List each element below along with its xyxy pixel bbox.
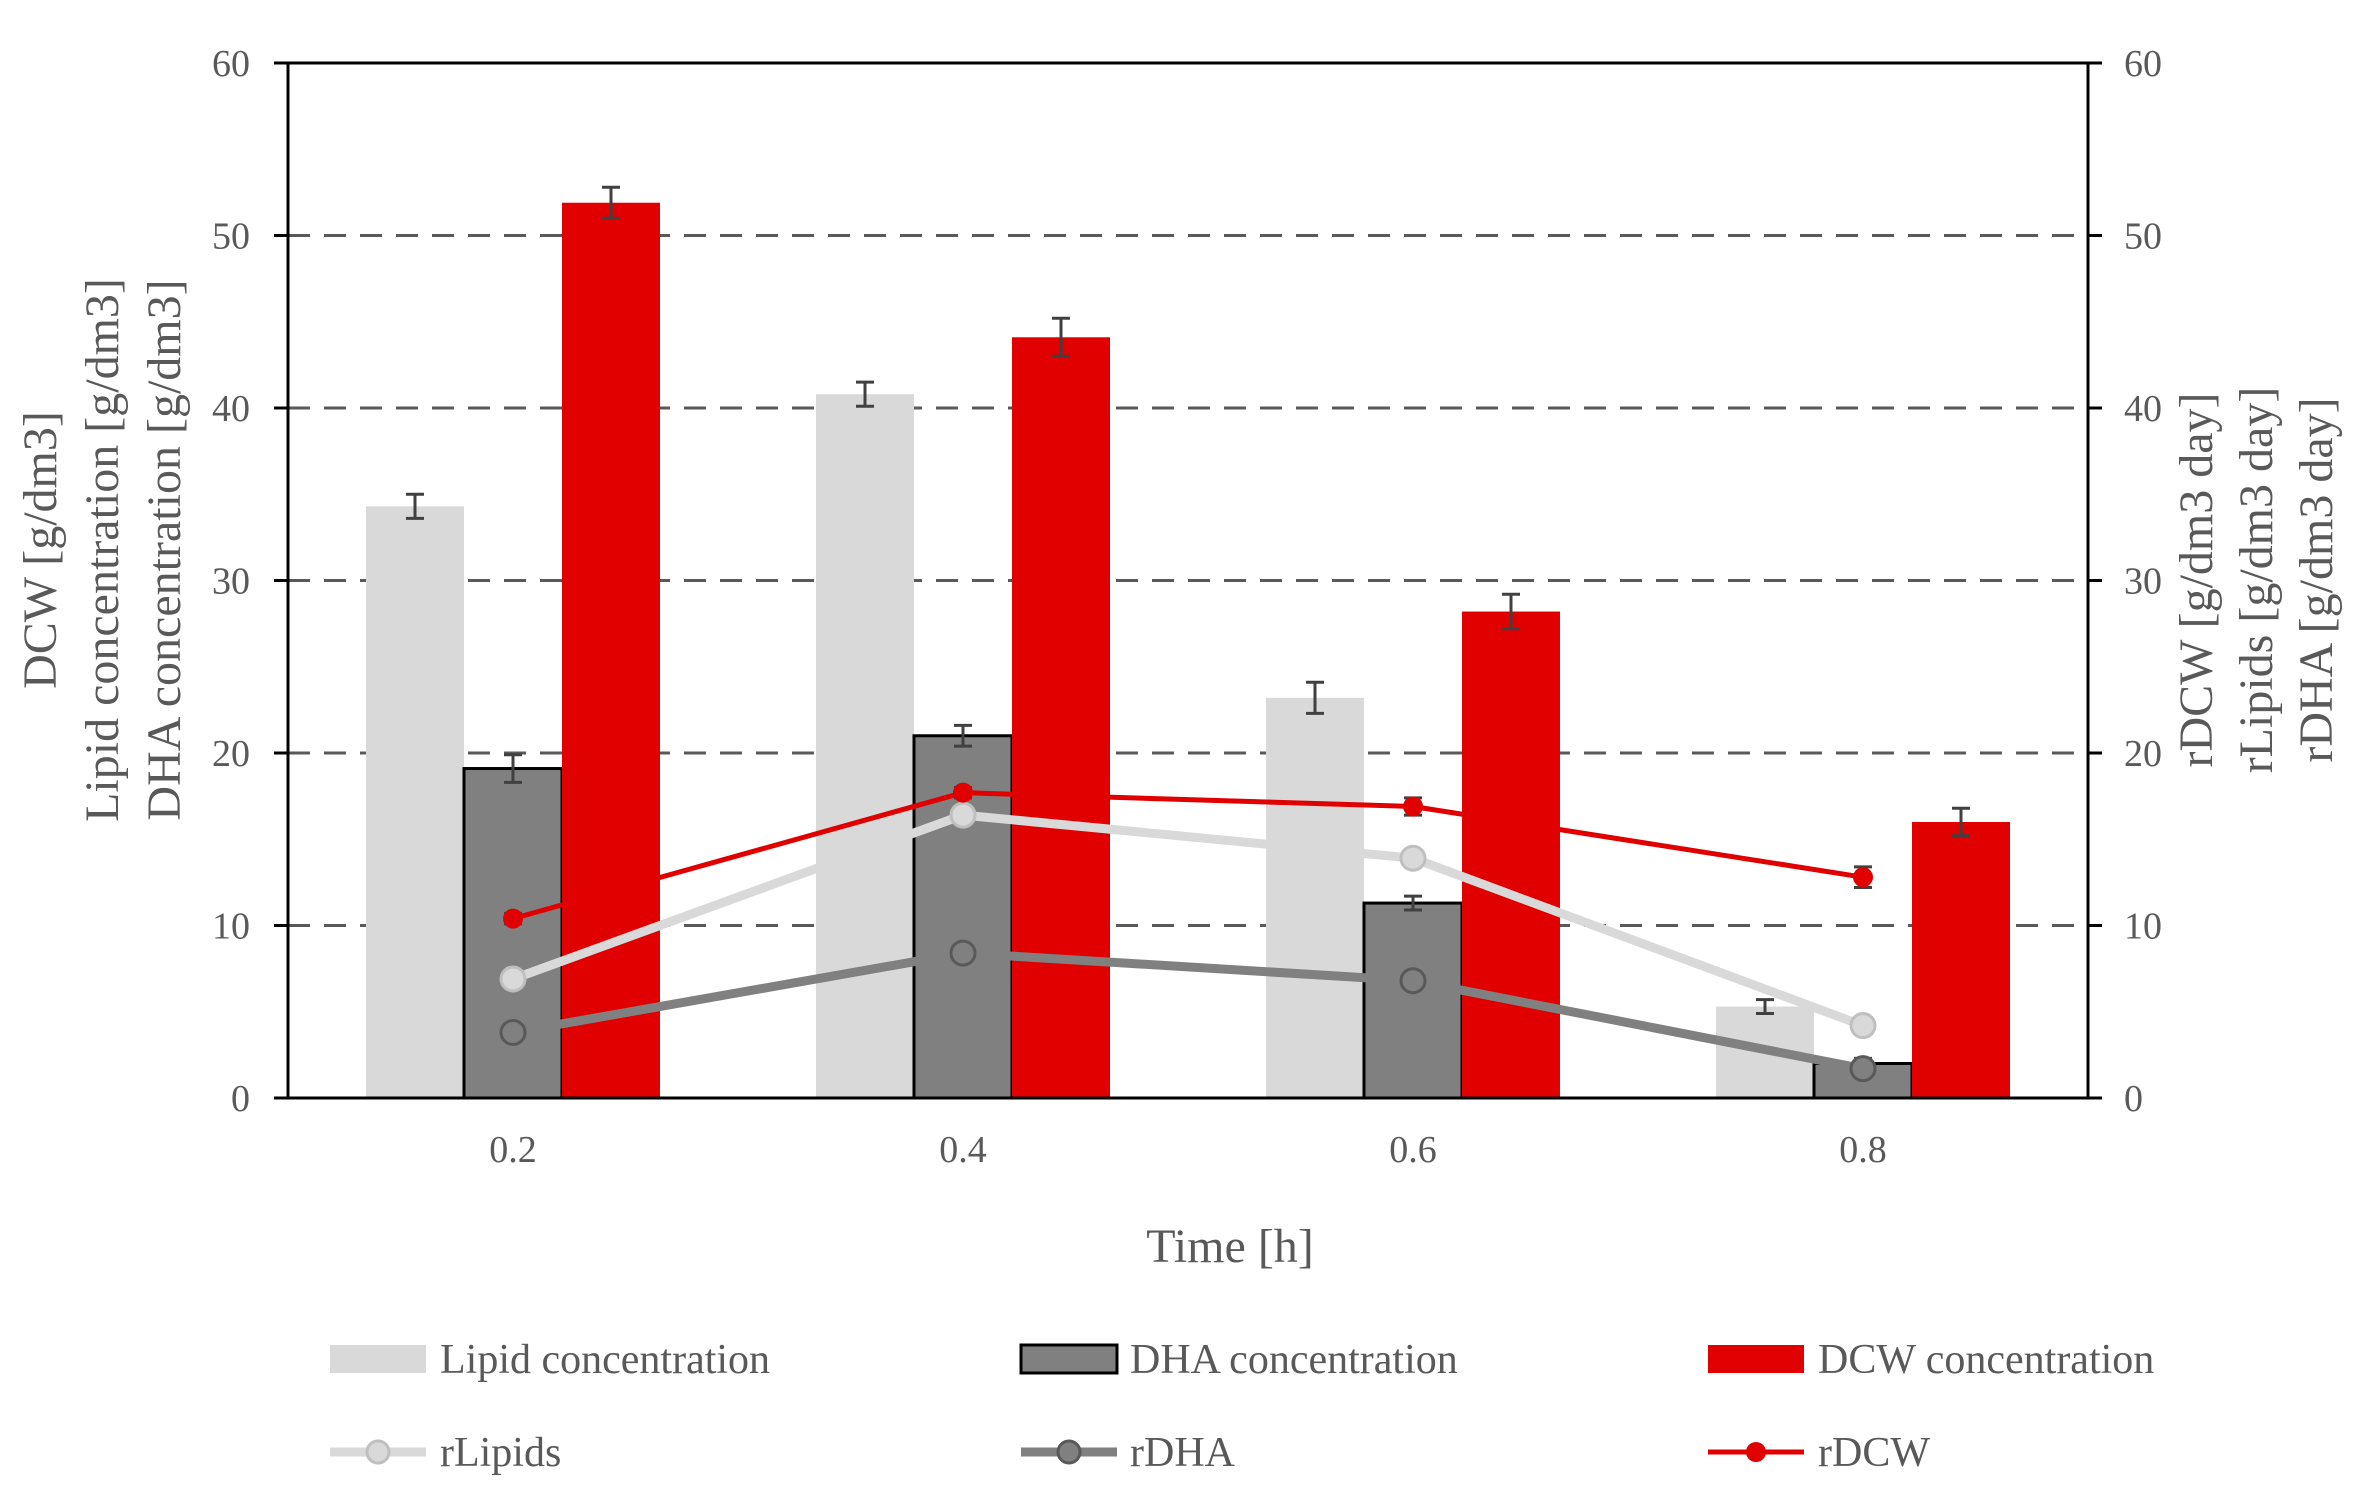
y-tick-label-right: 60 [2124,43,2162,85]
bar-dha-0.6 [1362,901,1464,1100]
error-bar-dcw-0.4 [1052,316,1070,358]
error-bar-dha-0.2 [504,753,522,784]
x-tick-label: 0.4 [939,1129,987,1171]
y-tick-label-left: 10 [212,906,250,948]
point-rdha-0.8 [1849,1055,1877,1083]
point-rdha-0.4 [949,939,977,967]
bar-lipid-0.2 [366,506,464,1098]
bar-dcw-0.8 [1912,822,2010,1098]
y-tick-label-right: 40 [2124,388,2162,430]
bar-dcw-0.6 [1462,611,1560,1098]
bar-lipid-0.6 [1266,697,1364,1098]
point-rdha-0.6 [1399,967,1427,995]
series-line-rlipids [511,810,1865,1030]
line-layer [499,782,1877,1083]
point-rdcw-0.6 [1403,796,1423,817]
x-axis-title: Time [h] [1146,1220,1314,1273]
y-tick-label-right: 50 [2124,216,2162,258]
bar-dcw-0.4 [1012,337,1110,1098]
right-axis-title-line-2: rLipids [g/dm3 day] [2230,387,2283,774]
point-rdcw-0.8 [1853,867,1873,888]
legend-swatch-dcw [1708,1345,1804,1373]
legend-label-rlipids: rLipids [440,1430,561,1476]
y-tick-label-left: 40 [212,388,250,430]
left-axis-title-line-2: Lipid concentration [g/dm3] [76,278,129,822]
error-bar-lipid-0.8 [1756,998,1774,1015]
legend-label-lipid: Lipid concentration [440,1337,770,1383]
right-axis-title-line-1: rDCW [g/dm3 day] [2170,392,2223,767]
point-rlipids-0.8 [1849,1012,1877,1040]
legend-marker-rdcw [1746,1442,1766,1462]
error-bar-lipid-0.6 [1306,680,1324,715]
error-bar-lipid-0.4 [856,380,874,408]
point-rlipids-0.2 [499,965,527,993]
left-axis-title-line-3: DHA concentration [g/dm3] [138,279,191,820]
tick-labels: 0 10 20 30 40 50 60 0 10 20 30 40 50 60 0.2 0.4 0.6 0.8 [212,43,2162,1171]
legend-label-dha: DHA concentration [1130,1337,1458,1383]
legend-marker-rlipids [365,1439,391,1465]
y-tick-label-right: 20 [2124,733,2162,775]
point-rlipids-0.6 [1399,844,1427,872]
point-rdcw-0.2 [503,908,523,929]
left-axis-title-line-1: DCW [g/dm3] [14,411,67,689]
y-tick-label-right: 30 [2124,561,2162,603]
point-rlipids-0.4 [949,801,977,829]
bar-lipid-0.4 [816,394,914,1098]
point-rdha-0.2 [499,1018,527,1046]
legend-swatch-lipid [330,1345,426,1373]
y-tick-label-right: 10 [2124,906,2162,948]
error-bar-dcw-0.2 [602,185,620,220]
y-tick-label-left: 20 [212,733,250,775]
legend-label-rdcw: rDCW [1818,1430,1930,1476]
y-tick-label-left: 30 [212,561,250,603]
error-bar-lipid-0.2 [406,492,424,520]
legend-label-rdha: rDHA [1130,1430,1236,1476]
y-tick-label-right: 0 [2124,1078,2143,1120]
y-tick-label-left: 50 [212,216,250,258]
right-axis-title-line-3: rDHA [g/dm3 day] [2290,397,2343,762]
error-bar-dha-0.6 [1404,894,1422,912]
series-line-rdcw [512,790,1864,922]
series-line-rdha [512,948,1864,1074]
right-axis-title: rDCW [g/dm3 day] rLipids [g/dm3 day] rDH… [2170,387,2343,774]
axes [274,61,2102,1100]
legend: Lipid concentration DHA concentration DC… [330,1337,2154,1476]
legend-marker-rdha [1056,1439,1082,1465]
legend-swatch-dha [1019,1343,1119,1375]
x-tick-label: 0.8 [1839,1129,1887,1171]
y-tick-label-left: 0 [231,1078,250,1120]
bar-layer [366,185,2010,1100]
error-bar-dcw-0.6 [1502,592,1520,631]
bar-dcw-0.2 [562,202,660,1099]
x-tick-label: 0.2 [489,1129,537,1171]
left-axis-title: DCW [g/dm3] Lipid concentration [g/dm3] … [14,278,191,822]
legend-label-dcw: DCW concentration [1818,1337,2154,1383]
error-bar-dha-0.4 [954,723,972,748]
error-bar-dcw-0.8 [1952,806,1970,838]
point-rdcw-0.4 [953,782,973,803]
y-tick-label-left: 60 [212,43,250,85]
x-tick-label: 0.6 [1389,1129,1437,1171]
bar-dha-0.2 [462,767,564,1100]
